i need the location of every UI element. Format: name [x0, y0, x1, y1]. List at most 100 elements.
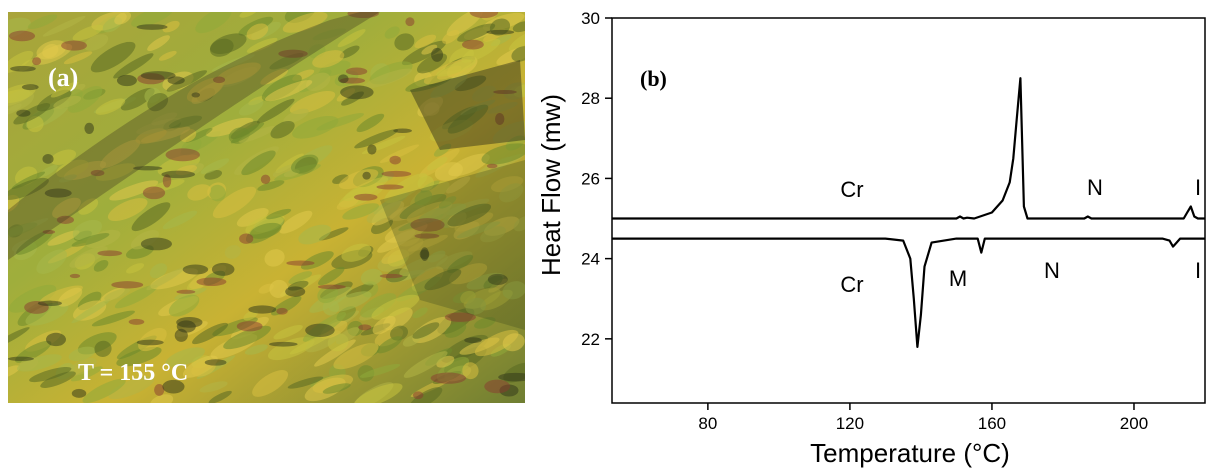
texture [16, 230, 54, 255]
texture [424, 268, 462, 291]
texture [257, 180, 285, 191]
texture [191, 322, 229, 345]
texture [230, 122, 265, 144]
annotation: M [949, 266, 967, 291]
y-tick-label: 28 [581, 89, 600, 108]
texture-band [380, 160, 525, 330]
texture [108, 376, 155, 400]
texture [104, 288, 130, 301]
texture-dark [484, 379, 511, 394]
texture [264, 80, 313, 102]
texture [290, 154, 319, 174]
x-tick-label: 120 [836, 414, 864, 433]
texture [454, 212, 494, 232]
texture [246, 37, 278, 53]
texture [267, 336, 315, 361]
texture-dark [8, 30, 36, 42]
texture-dark [347, 12, 379, 19]
texture-dark [376, 184, 404, 190]
texture [135, 128, 167, 144]
texture [282, 12, 328, 33]
texture-dark [278, 49, 308, 58]
texture-dark [405, 17, 415, 27]
texture [166, 70, 208, 92]
texture [360, 268, 383, 286]
texture [444, 322, 467, 338]
texture [414, 34, 437, 49]
texture [36, 249, 67, 274]
texture-dark [136, 339, 164, 346]
texture [68, 346, 96, 361]
texture-dark [37, 300, 62, 307]
texture [399, 254, 448, 277]
texture [447, 254, 474, 273]
texture [58, 174, 77, 183]
texture [8, 284, 57, 313]
texture [95, 163, 136, 181]
texture [238, 125, 277, 143]
texture [63, 51, 93, 65]
texture [29, 366, 72, 383]
plot-frame [611, 17, 1206, 404]
texture [71, 233, 110, 247]
texture [336, 197, 359, 210]
texture [394, 33, 415, 51]
texture [377, 229, 416, 253]
texture-dark [419, 249, 430, 260]
texture [447, 104, 489, 134]
texture-dark [142, 186, 166, 200]
texture [436, 59, 476, 77]
texture [205, 117, 254, 137]
texture-dark [182, 264, 209, 275]
texture [430, 74, 468, 99]
dsc-curve [612, 77, 1205, 220]
texture-dark [464, 337, 482, 344]
texture [8, 222, 38, 239]
texture-dark [176, 289, 196, 294]
texture [90, 41, 136, 73]
texture [50, 81, 79, 98]
y-tick-label: 30 [581, 9, 600, 28]
texture [288, 271, 313, 285]
texture [52, 197, 81, 219]
texture [126, 263, 145, 274]
texture [454, 75, 487, 92]
texture [224, 244, 241, 259]
texture [131, 12, 174, 28]
texture-dark [305, 323, 335, 337]
texture [84, 34, 109, 51]
texture-dark [162, 174, 172, 188]
texture [252, 370, 289, 397]
texture [211, 54, 255, 72]
texture [95, 98, 126, 115]
texture-dark [204, 359, 227, 366]
texture-dark [45, 332, 66, 347]
texture [56, 159, 89, 178]
texture [150, 394, 174, 403]
texture [342, 203, 379, 220]
texture [457, 23, 496, 42]
texture [138, 327, 167, 352]
texture [337, 29, 366, 48]
texture-dark [212, 76, 226, 84]
texture-dark [487, 273, 508, 286]
dsc-curve [612, 237, 1205, 348]
texture-dark [362, 171, 371, 180]
y-axis-label: Heat Flow (mw) [536, 94, 566, 276]
texture [13, 103, 51, 125]
texture [199, 381, 228, 393]
texture-dark [498, 372, 525, 382]
texture-dark [84, 122, 95, 134]
texture-dark [42, 154, 54, 164]
texture-dark [56, 215, 74, 224]
texture [264, 249, 285, 267]
texture [513, 216, 525, 232]
texture [113, 53, 154, 79]
texture [363, 68, 412, 89]
texture [239, 12, 259, 18]
texture [381, 238, 424, 264]
texture [487, 101, 518, 114]
texture [270, 120, 295, 139]
texture [93, 259, 109, 272]
